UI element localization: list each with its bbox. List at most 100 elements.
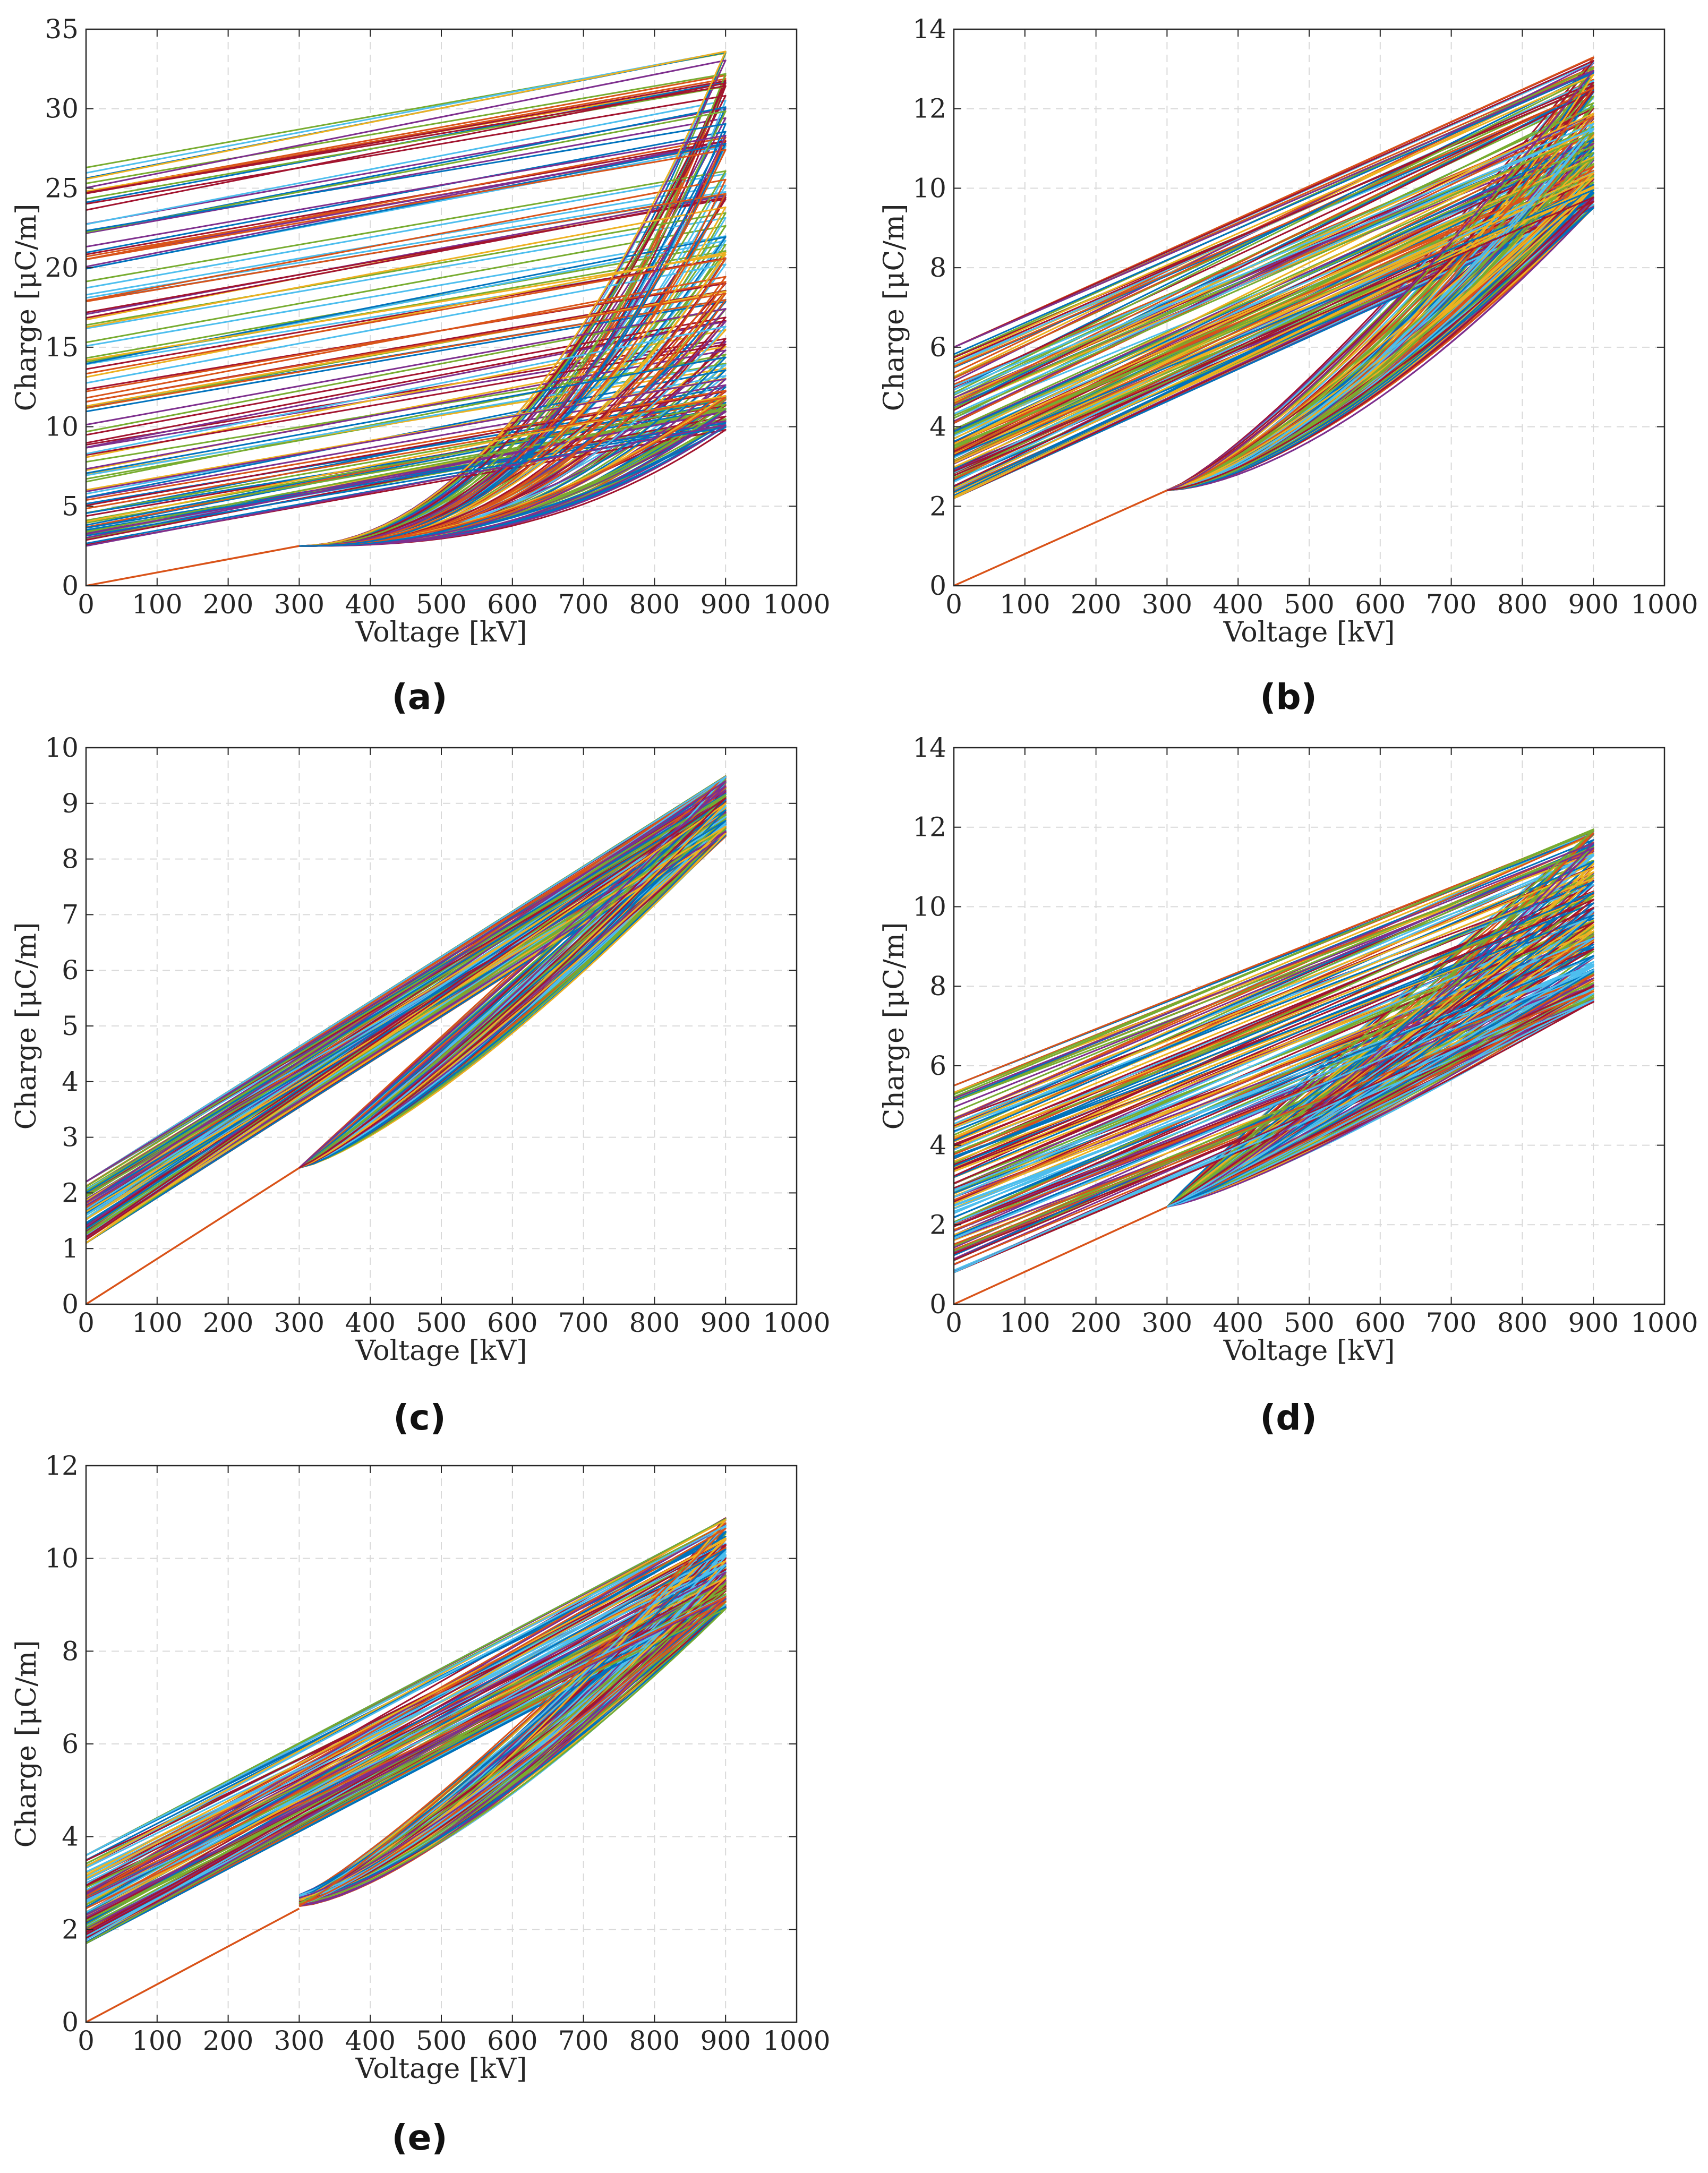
- y-tick-label: 30: [45, 93, 79, 124]
- y-tick-label: 6: [929, 332, 946, 363]
- x-tick-label: 0: [78, 589, 95, 620]
- y-tick-label: 15: [45, 332, 79, 363]
- cycle-series-line: [86, 1527, 727, 1907]
- y-tick-label: 12: [45, 1450, 79, 1481]
- x-tick-label: 1000: [763, 589, 830, 620]
- y-tick-label: 6: [62, 955, 79, 986]
- initial-charge-line: [86, 1167, 300, 1304]
- y-tick-label: 8: [929, 252, 946, 283]
- cycle-series-line: [86, 1596, 727, 1910]
- x-tick-label: 500: [1284, 589, 1334, 620]
- x-tick-label: 200: [1071, 589, 1121, 620]
- y-tick-label: 0: [929, 570, 946, 601]
- y-tick-label: 6: [62, 1729, 79, 1759]
- cycle-series-line: [86, 424, 727, 547]
- y-tick-label: 0: [929, 1289, 946, 1320]
- series-group: [86, 50, 727, 586]
- cycle-series-line: [954, 145, 1594, 491]
- series-group: [86, 1517, 727, 2022]
- y-axis-label: Charge [μC/m]: [878, 922, 910, 1130]
- y-tick-label: 2: [929, 491, 946, 521]
- x-tick-label: 200: [203, 2025, 253, 2056]
- y-tick-label: 5: [62, 1011, 79, 1041]
- x-tick-label: 600: [1355, 589, 1405, 620]
- panel-label: (e): [391, 2117, 447, 2158]
- cycle-series-line: [86, 50, 727, 547]
- y-tick-label: 2: [62, 1177, 79, 1208]
- chart-panel-5: 0 100 200 300 400 500 600 700 800 900 1000 0 2 4 6 8 10 1…: [11, 1450, 831, 2158]
- series-group: [954, 56, 1594, 586]
- cycle-series-line: [86, 797, 727, 1238]
- x-tick-label: 0: [78, 1307, 95, 1338]
- x-tick-label: 100: [1000, 1307, 1050, 1338]
- x-axis-label: Voltage [kV]: [1223, 617, 1395, 648]
- initial-charge-line: [86, 545, 300, 586]
- x-axis-label: Voltage [kV]: [355, 2053, 527, 2085]
- y-tick-label: 0: [62, 570, 79, 601]
- y-tick-label: 12: [912, 93, 946, 124]
- y-axis-label: Charge [μC/m]: [11, 204, 42, 412]
- cycle-series-line: [954, 156, 1594, 491]
- panel-label: (d): [1260, 1397, 1317, 1438]
- y-tick-label: 14: [912, 14, 946, 45]
- cycle-series-line: [86, 1539, 727, 1903]
- x-tick-label: 400: [1212, 1307, 1263, 1338]
- cycle-series-line: [954, 842, 1594, 1208]
- series-group: [954, 828, 1594, 1304]
- cycle-series-line: [954, 116, 1594, 491]
- y-tick-label: 8: [62, 844, 79, 875]
- cycle-series-line: [954, 846, 1594, 1208]
- y-tick-label: 8: [62, 1636, 79, 1666]
- x-axis-label: Voltage [kV]: [355, 1335, 527, 1367]
- cycle-series-line: [954, 899, 1594, 1208]
- y-tick-label: 10: [45, 1543, 79, 1574]
- cycle-series-line: [86, 123, 727, 547]
- y-axis-label: Charge [μC/m]: [11, 922, 42, 1130]
- x-tick-label: 1000: [763, 2025, 830, 2056]
- initial-charge-line: [86, 1907, 300, 2022]
- cycle-series-line: [86, 1607, 727, 1944]
- x-tick-label: 1000: [763, 1307, 830, 1338]
- cycle-series-line: [954, 892, 1594, 1208]
- x-tick-label: 500: [416, 2025, 466, 2056]
- x-tick-label: 600: [487, 589, 537, 620]
- cycle-series-line: [954, 128, 1594, 491]
- x-tick-label: 400: [345, 2025, 395, 2056]
- x-tick-label: 300: [274, 589, 324, 620]
- x-tick-label: 500: [1284, 1307, 1334, 1338]
- x-tick-label: 500: [416, 1307, 466, 1338]
- y-tick-label: 35: [45, 14, 79, 45]
- cycle-series-line: [86, 827, 727, 1196]
- x-tick-label: 300: [1142, 589, 1192, 620]
- y-tick-label: 0: [62, 1289, 79, 1320]
- x-tick-label: 400: [345, 1307, 395, 1338]
- x-tick-label: 700: [558, 589, 609, 620]
- initial-charge-line: [954, 489, 1168, 586]
- cycle-series-line: [86, 193, 727, 547]
- y-tick-label: 25: [45, 173, 79, 203]
- x-tick-label: 800: [629, 589, 680, 620]
- y-tick-label: 8: [929, 971, 946, 1002]
- y-tick-label: 0: [62, 2007, 79, 2038]
- x-tick-label: 500: [416, 589, 466, 620]
- x-tick-label: 900: [700, 2025, 750, 2056]
- y-tick-label: 7: [62, 899, 79, 930]
- y-tick-label: 14: [912, 732, 946, 763]
- cycle-series-line: [86, 1589, 727, 1944]
- y-axis-label: Charge [μC/m]: [878, 204, 910, 412]
- cycle-series-line: [86, 110, 727, 547]
- chart-panel-2: 0 100 200 300 400 500 600 700 800 900 1000 0 2 4 6 8 10 1…: [878, 14, 1698, 717]
- x-tick-label: 1000: [1630, 589, 1698, 620]
- x-tick-label: 100: [132, 2025, 182, 2056]
- y-axis-label: Charge [μC/m]: [11, 1640, 42, 1848]
- x-tick-label: 700: [1426, 1307, 1476, 1338]
- x-tick-label: 900: [1568, 1307, 1618, 1338]
- y-tick-label: 4: [62, 1066, 79, 1097]
- chart-panel-4: 0 100 200 300 400 500 600 700 800 900 1000 0 2 4 6 8 10 1…: [878, 732, 1698, 1438]
- cycle-series-line: [954, 158, 1594, 491]
- cycle-series-line: [954, 955, 1594, 1218]
- y-tick-label: 10: [45, 732, 79, 763]
- y-tick-label: 4: [929, 1130, 946, 1161]
- cycle-series-line: [954, 70, 1594, 491]
